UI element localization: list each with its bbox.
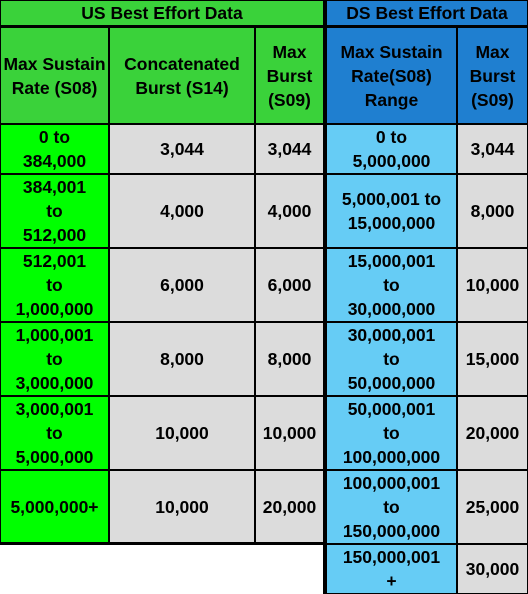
us-rate-cell: 3,000,001 to 5,000,000 [1,397,108,469]
us-rate-cell: 0 to 384,000 [1,125,108,173]
us-concat-burst-cell: 8,000 [110,323,254,395]
ds-max-burst-cell: 25,000 [458,471,527,543]
ds-max-burst-cell: 30,000 [458,545,527,593]
us-concat-burst-cell: 6,000 [110,249,254,321]
us-rate-cell: 1,000,001 to 3,000,000 [1,323,108,395]
us-concat-burst-cell: 10,000 [110,397,254,469]
us-rate-cell: 5,000,000+ [1,471,108,542]
ds-rate-range-cell: 150,000,001 + [327,545,456,593]
ds-rate-range-cell: 15,000,001 to 30,000,000 [327,249,456,321]
ds-section-title: DS Best Effort Data [327,1,527,25]
ds-max-burst-cell: 8,000 [458,175,527,247]
us-section-title: US Best Effort Data [1,1,323,25]
us-header-max-sustain-rate: Max Sustain Rate (S08) [1,28,108,123]
us-rate-cell: 384,001 to 512,000 [1,175,108,247]
us-max-burst-cell: 4,000 [256,175,323,247]
us-max-burst-cell: 8,000 [256,323,323,395]
us-header-concatenated-burst: Concatenated Burst (S14) [110,28,254,123]
ds-rate-range-cell: 5,000,001 to 15,000,000 [327,175,456,247]
ds-rate-range-cell: 100,000,001 to 150,000,000 [327,471,456,543]
ds-max-burst-cell: 3,044 [458,125,527,173]
ds-max-burst-cell: 10,000 [458,249,527,321]
us-concat-burst-cell: 4,000 [110,175,254,247]
us-max-burst-cell: 3,044 [256,125,323,173]
ds-rate-range-cell: 0 to 5,000,000 [327,125,456,173]
us-rate-cell: 512,001 to 1,000,000 [1,249,108,321]
ds-rate-range-cell: 30,000,001 to 50,000,000 [327,323,456,395]
ds-header-max-burst: Max Burst (S09) [458,28,527,123]
ds-rate-range-cell: 50,000,001 to 100,000,000 [327,397,456,469]
us-header-max-burst: Max Burst (S09) [256,28,323,123]
ds-header-max-sustain-rate-range: Max Sustain Rate(S08) Range [327,28,456,123]
ds-max-burst-cell: 15,000 [458,323,527,395]
us-max-burst-cell: 10,000 [256,397,323,469]
us-max-burst-cell: 20,000 [256,471,323,542]
us-concat-burst-cell: 3,044 [110,125,254,173]
ds-max-burst-cell: 20,000 [458,397,527,469]
us-concat-burst-cell: 10,000 [110,471,254,542]
us-max-burst-cell: 6,000 [256,249,323,321]
